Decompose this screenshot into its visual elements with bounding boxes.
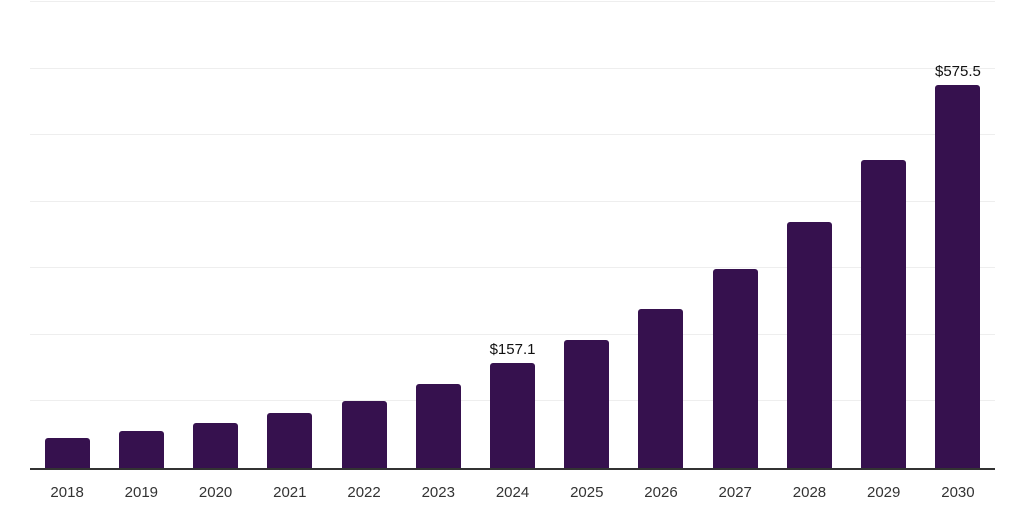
bar-2020 — [193, 423, 239, 468]
x-tick-2023: 2023 — [421, 484, 455, 501]
bar-2030: $575.5 — [935, 64, 981, 468]
plot-area: $157.1 $575.5 — [30, 1, 995, 470]
bar-slot-2024: $157.1 — [475, 2, 549, 468]
x-tick-2027: 2027 — [718, 484, 752, 501]
gridline-600 — [30, 67, 995, 69]
bars-row: $157.1 $575.5 — [30, 2, 995, 468]
bar-2026 — [638, 308, 684, 468]
bar-slot-2023 — [401, 2, 475, 468]
bar-2022 — [341, 400, 387, 468]
x-tick-2018: 2018 — [50, 484, 84, 501]
bar-2021 — [267, 413, 313, 468]
gridline-300 — [30, 267, 995, 269]
bar-slot-2028 — [772, 2, 846, 468]
x-tick-2021: 2021 — [273, 484, 307, 501]
gridline-400 — [30, 200, 995, 202]
bar-2019 — [118, 431, 164, 468]
bar-2028 — [786, 221, 832, 468]
x-tick-2028: 2028 — [792, 484, 827, 501]
bar-2027 — [712, 268, 758, 468]
bar-slot-2021 — [253, 2, 327, 468]
gridline-500 — [30, 134, 995, 136]
value-label-2024: $157.1 — [489, 341, 536, 359]
x-tick-2020: 2020 — [198, 484, 233, 501]
bar-2018 — [44, 438, 90, 468]
bar-slot-2029 — [847, 2, 921, 468]
x-tick-2026: 2026 — [644, 484, 678, 501]
x-tick-2019: 2019 — [124, 484, 159, 501]
value-label-2030: $575.5 — [934, 62, 981, 80]
bar-2024: $157.1 — [490, 342, 535, 468]
x-tick-2025: 2025 — [570, 484, 604, 501]
bar-slot-2026 — [624, 2, 698, 468]
bar-slot-2022 — [327, 2, 401, 468]
x-tick-2022: 2022 — [347, 484, 381, 501]
gridline-700 — [30, 1, 995, 2]
bar-slot-2018 — [30, 2, 104, 468]
bar-slot-2030: $575.5 — [921, 2, 995, 468]
bar-slot-2025 — [550, 2, 624, 468]
x-tick-2029: 2029 — [867, 484, 901, 501]
bar-slot-2019 — [104, 2, 178, 468]
gridline-200 — [30, 333, 995, 335]
bar-slot-2020 — [178, 2, 252, 468]
bar-2023 — [415, 384, 461, 468]
bar-2025 — [564, 339, 610, 468]
x-tick-2030: 2030 — [941, 484, 975, 501]
bar-slot-2027 — [698, 2, 772, 468]
x-tick-2024: 2024 — [495, 484, 530, 501]
x-axis-tick-labels: 2018 2019 2020 2021 2022 2023 2024 2025 2026 2027… — [30, 484, 995, 502]
bar-2029 — [861, 160, 907, 468]
